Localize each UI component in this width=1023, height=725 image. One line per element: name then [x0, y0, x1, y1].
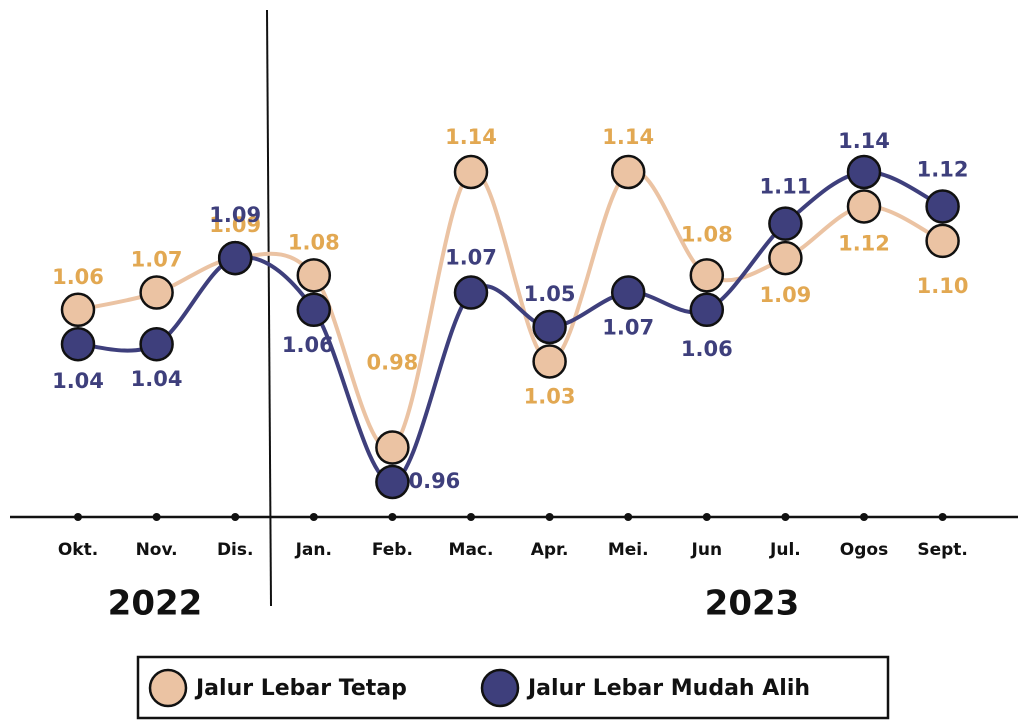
point: [846, 189, 882, 224]
data-label: 1.14: [445, 125, 497, 149]
data-label: 0.98: [366, 351, 418, 375]
x-tick-label: Apr.: [531, 540, 569, 560]
data-label: 1.05: [524, 282, 576, 306]
year-label: 2023: [705, 584, 800, 624]
data-label: 1.06: [52, 265, 104, 289]
year-label: 2022: [108, 584, 203, 624]
data-label: 1.04: [131, 367, 183, 391]
point: [375, 464, 410, 500]
point: [296, 258, 332, 293]
x-tick: [624, 513, 633, 521]
data-label: 1.07: [445, 246, 497, 270]
legend-marker: [480, 668, 520, 708]
data-label: 1.09: [209, 213, 261, 237]
point: [768, 206, 803, 241]
data-label: 1.06: [282, 333, 334, 357]
x-tick-label: Jun: [691, 540, 723, 560]
x-tick: [702, 513, 711, 521]
point: [610, 154, 646, 190]
point: [217, 240, 253, 276]
x-tick-label: Okt.: [58, 540, 98, 560]
data-label: 1.09: [209, 203, 261, 227]
x-tick: [309, 513, 318, 521]
data-label: 1.10: [917, 274, 969, 298]
data-label: 1.12: [838, 231, 890, 255]
point: [60, 326, 96, 362]
x-tick: [467, 513, 475, 521]
point: [846, 154, 882, 190]
legend-label: Jalur Lebar Tetap: [194, 676, 407, 701]
x-tick: [74, 513, 82, 521]
x-tick: [388, 513, 397, 521]
series-line: [77, 168, 944, 451]
data-label: 1.14: [838, 129, 890, 153]
point: [532, 309, 567, 345]
data-label: 1.12: [917, 157, 969, 181]
x-tick: [781, 513, 790, 521]
point: [689, 258, 725, 293]
point: [296, 292, 332, 328]
x-tick-label: Ogos: [840, 540, 888, 560]
point: [139, 275, 174, 310]
data-label: 1.08: [288, 230, 340, 254]
data-label: 1.09: [759, 283, 811, 307]
x-tick-label: Dis.: [217, 540, 254, 560]
point: [768, 240, 803, 276]
point: [532, 344, 567, 379]
year-divider: [266, 9, 272, 607]
point: [453, 275, 489, 310]
x-tick: [860, 513, 868, 521]
point: [375, 430, 410, 465]
data-label: 1.04: [52, 369, 104, 393]
x-tick: [545, 513, 554, 521]
data-label: 1.14: [602, 125, 654, 149]
data-label: 1.07: [602, 316, 654, 340]
x-tick-label: Sept.: [917, 540, 968, 560]
x-tick-label: Mei.: [608, 540, 649, 560]
x-tick-label: Jul.: [769, 540, 801, 560]
x-tick-label: Feb.: [372, 540, 413, 560]
data-label: 1.06: [681, 337, 733, 361]
point: [453, 154, 489, 190]
legend-marker: [148, 668, 188, 708]
point: [925, 223, 960, 259]
point: [689, 292, 725, 328]
data-label: 0.96: [408, 469, 460, 493]
point: [60, 292, 96, 328]
x-tick-label: Mac.: [449, 540, 494, 560]
legend-label: Jalur Lebar Mudah Alih: [526, 676, 810, 701]
data-label: 1.11: [759, 175, 811, 199]
x-tick: [231, 513, 240, 521]
series-line: [77, 169, 944, 484]
data-label: 1.03: [524, 384, 576, 408]
point: [610, 275, 646, 310]
x-tick-label: Nov.: [136, 540, 178, 560]
data-label: 1.08: [681, 222, 733, 246]
x-tick-label: Jan.: [295, 540, 332, 560]
point: [925, 189, 960, 224]
data-label: 1.07: [131, 248, 183, 272]
x-tick: [938, 513, 947, 521]
x-tick: [152, 513, 161, 521]
point: [139, 326, 174, 362]
